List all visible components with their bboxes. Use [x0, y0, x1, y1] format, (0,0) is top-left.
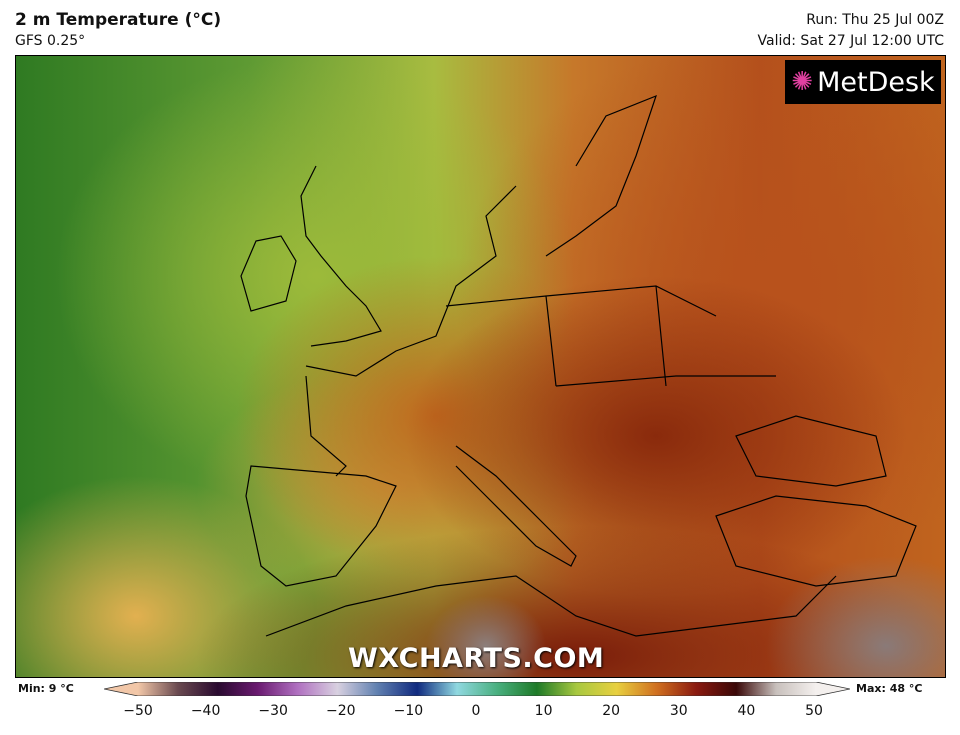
- colorbar-tick: 40: [737, 703, 756, 719]
- colorbar-tick: 50: [805, 703, 823, 719]
- map-title: 2 m Temperature (°C): [15, 10, 222, 30]
- borders: [445, 285, 776, 387]
- starburst-icon: ✺: [791, 67, 814, 97]
- colorbar-tick: −10: [393, 703, 424, 719]
- iberia-outline: [245, 465, 397, 587]
- north-africa-coast: [265, 575, 837, 637]
- colorbar-tick: −50: [123, 703, 153, 719]
- coastlines: [240, 94, 917, 637]
- black-sea-outline: [735, 415, 887, 487]
- colorbar-tick: −40: [190, 703, 221, 719]
- ireland-outline: [240, 235, 297, 312]
- min-label: Min: 9 °C: [18, 682, 74, 695]
- max-label: Max: 48 °C: [856, 682, 923, 695]
- north-coast-outline: [305, 185, 517, 377]
- metdesk-logo: ✺ MetDesk: [785, 60, 941, 104]
- colorbar-tick: −30: [258, 703, 288, 719]
- model-label: GFS 0.25°: [15, 33, 86, 49]
- colorbar-tick: 10: [534, 703, 553, 719]
- france-west-coast: [305, 375, 347, 477]
- colorbar-tick: 30: [669, 703, 688, 719]
- valid-time: Valid: Sat 27 Jul 12:00 UTC: [757, 33, 944, 49]
- anatolia-outline: [715, 495, 917, 587]
- watermark: WXCHARTS.COM: [348, 643, 605, 674]
- colorbar-tick: 0: [471, 703, 481, 719]
- colorbar-tick: −20: [326, 703, 356, 719]
- temperature-map[interactable]: ✺ MetDesk WXCHARTS.COM: [15, 55, 946, 678]
- colorbar-tick: 20: [602, 703, 621, 719]
- colorbar-ramp: [104, 682, 850, 696]
- italy-outline: [455, 445, 577, 567]
- baltic-outline: [545, 94, 657, 257]
- great-britain-outline: [300, 165, 382, 347]
- logo-text: MetDesk: [817, 66, 935, 98]
- colorbar: [104, 682, 850, 696]
- run-time: Run: Thu 25 Jul 00Z: [806, 12, 944, 28]
